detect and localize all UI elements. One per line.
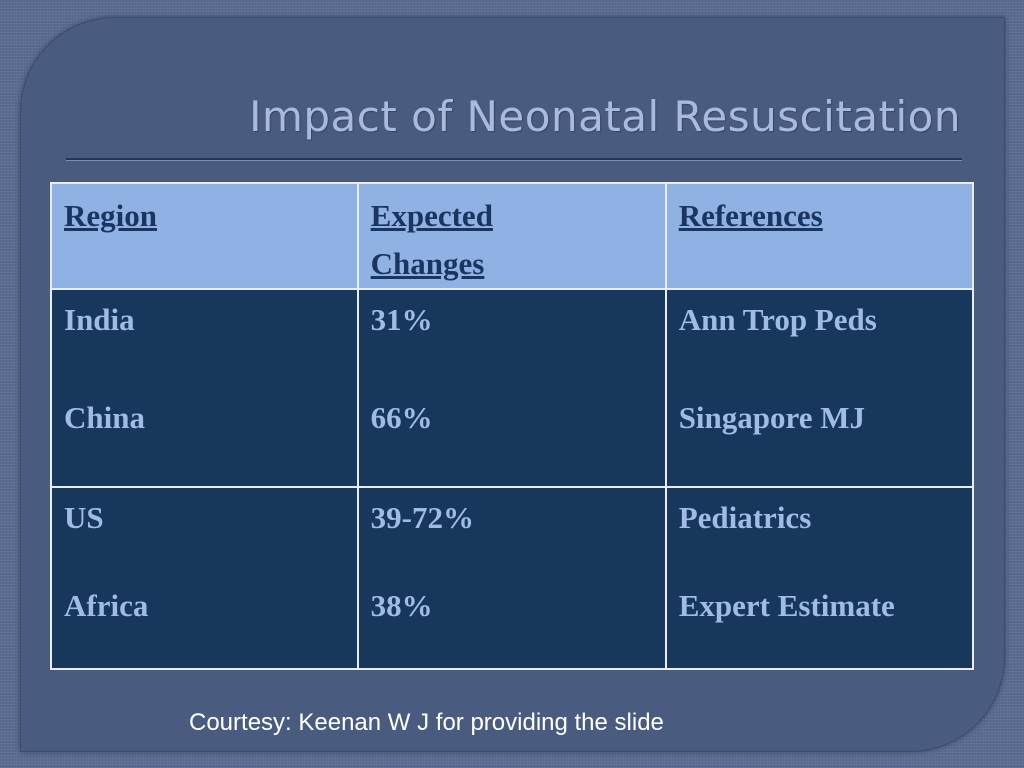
title-divider <box>66 158 962 161</box>
region-cell: US Africa <box>50 486 359 670</box>
header-region-label: Region <box>64 198 157 233</box>
region-india: India <box>64 302 135 337</box>
table-row: India China 31% 66% Ann Trop Peds Singap… <box>50 288 975 488</box>
header-region: Region <box>50 182 359 290</box>
change-china: 66% <box>370 400 433 435</box>
header-expected-label: Expected <box>370 198 493 233</box>
change-cell: 39-72% 38% <box>356 486 667 670</box>
reference-africa: Expert Estimate <box>678 588 895 623</box>
region-cell: India China <box>50 288 359 488</box>
reference-cell: Pediatrics Expert Estimate <box>664 486 975 670</box>
reference-cell: Ann Trop Peds Singapore MJ <box>664 288 975 488</box>
reference-us: Pediatrics <box>678 500 812 535</box>
region-africa: Africa <box>64 588 149 623</box>
reference-india: Ann Trop Peds <box>678 302 877 337</box>
reference-china: Singapore MJ <box>678 400 865 435</box>
impact-table: Region Expected Changes References India… <box>50 182 975 670</box>
change-india: 31% <box>370 302 433 337</box>
change-africa: 38% <box>370 588 433 623</box>
change-cell: 31% 66% <box>356 288 667 488</box>
table-row: US Africa 39-72% 38% Pediatrics Expert E… <box>50 486 975 670</box>
header-changes-label: Changes <box>370 246 485 281</box>
courtesy-note: Courtesy: Keenan W J for providing the s… <box>189 709 664 736</box>
table-header-row: Region Expected Changes References <box>50 182 975 290</box>
header-expected-changes: Expected Changes <box>356 182 667 290</box>
slide-title: Impact of Neonatal Resuscitation <box>249 92 961 141</box>
header-references: References <box>664 182 975 290</box>
change-us: 39-72% <box>370 500 474 535</box>
header-references-label: References <box>678 198 823 233</box>
region-us: US <box>64 500 104 535</box>
region-china: China <box>64 400 145 435</box>
